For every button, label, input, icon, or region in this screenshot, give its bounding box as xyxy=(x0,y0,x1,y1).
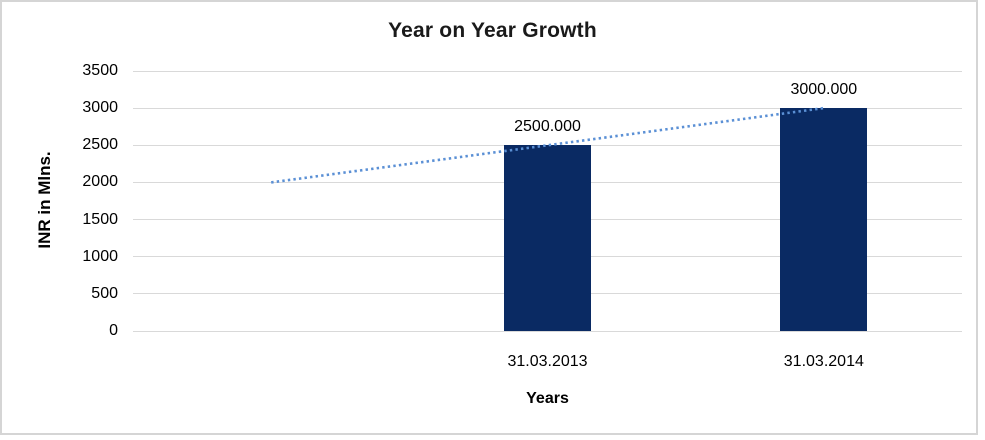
x-tick-label: 31.03.2013 xyxy=(507,353,588,370)
x-tick-label: 31.03.2014 xyxy=(783,353,864,370)
chart-title: Year on Year Growth xyxy=(388,19,597,42)
y-tick-label: 500 xyxy=(91,284,118,302)
gridline xyxy=(133,330,962,332)
y-tick-label: 2000 xyxy=(82,173,118,191)
bar xyxy=(504,145,591,331)
y-tick-label: 0 xyxy=(109,322,118,339)
y-tick-label: 1000 xyxy=(82,247,118,265)
x-axis-title: Years xyxy=(526,390,569,407)
bar-data-label: 3000.000 xyxy=(790,81,858,99)
y-tick-label: 3500 xyxy=(82,62,118,79)
y-tick-label: 1500 xyxy=(82,210,118,228)
y-tick-label: 3000 xyxy=(82,99,118,117)
gridline xyxy=(133,70,962,72)
y-tick-label: 2500 xyxy=(82,136,118,154)
bar xyxy=(780,108,868,331)
bar-data-label: 2500.000 xyxy=(514,118,581,136)
plot-area xyxy=(133,70,962,332)
y-axis-title: INR in Mlns. xyxy=(35,151,54,249)
